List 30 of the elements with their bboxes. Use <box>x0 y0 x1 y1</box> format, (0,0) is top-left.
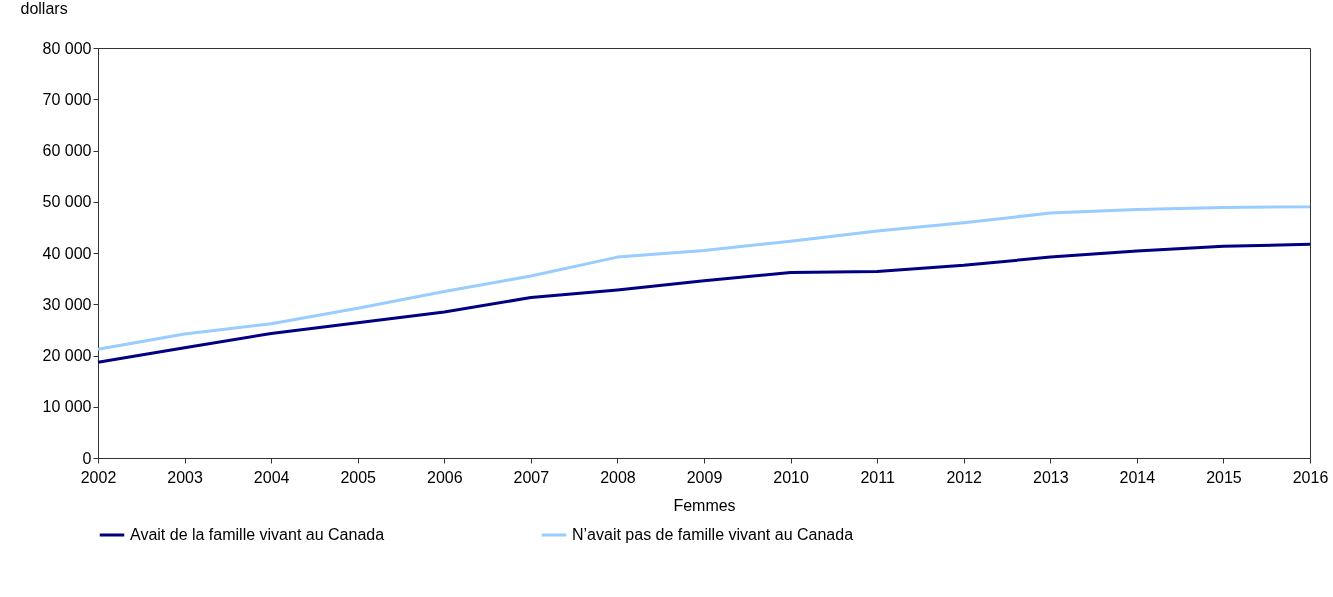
y-tick-label: 40 000 <box>42 244 92 262</box>
y-tick-label: 60 000 <box>42 142 92 159</box>
y-axis-title: dollars <box>20 0 68 17</box>
x-tick-label: 2015 <box>1206 468 1242 486</box>
legend-label: Avait de la famille vivant au Canada <box>130 526 385 543</box>
y-tick-label: 80 000 <box>42 39 92 57</box>
y-tick-label: 50 000 <box>42 193 92 211</box>
line-series <box>96 205 1312 351</box>
x-tick-label: 2003 <box>167 468 203 486</box>
x-tick-label: 2008 <box>600 468 636 486</box>
x-tick-label: 2014 <box>1119 468 1156 486</box>
x-tick-label: 2006 <box>426 468 463 486</box>
x-tick-label: 2016 <box>1292 468 1329 486</box>
x-tick-label: 2007 <box>513 468 550 486</box>
x-tick-label: 2004 <box>253 468 290 486</box>
line-series <box>96 242 1312 364</box>
x-tick-label: 2012 <box>946 468 983 486</box>
x-axis-title: Femmes <box>673 496 736 514</box>
y-tick-label: 10 000 <box>42 398 92 416</box>
x-tick-label: 2009 <box>686 468 723 486</box>
x-tick-label: 2013 <box>1032 468 1069 486</box>
y-tick-label: 0 <box>82 449 92 467</box>
x-tick-label: 2011 <box>860 468 895 486</box>
y-tick-label: 20 000 <box>42 347 92 364</box>
x-tick-label: 2005 <box>340 468 377 486</box>
y-tick-label: 70 000 <box>42 90 92 108</box>
y-tick-label: 30 000 <box>42 295 92 313</box>
x-tick-label: 2010 <box>773 468 809 486</box>
legend-label: N’avait pas de famille vivant au Canada <box>572 526 854 543</box>
x-tick-label: 2002 <box>80 468 117 486</box>
